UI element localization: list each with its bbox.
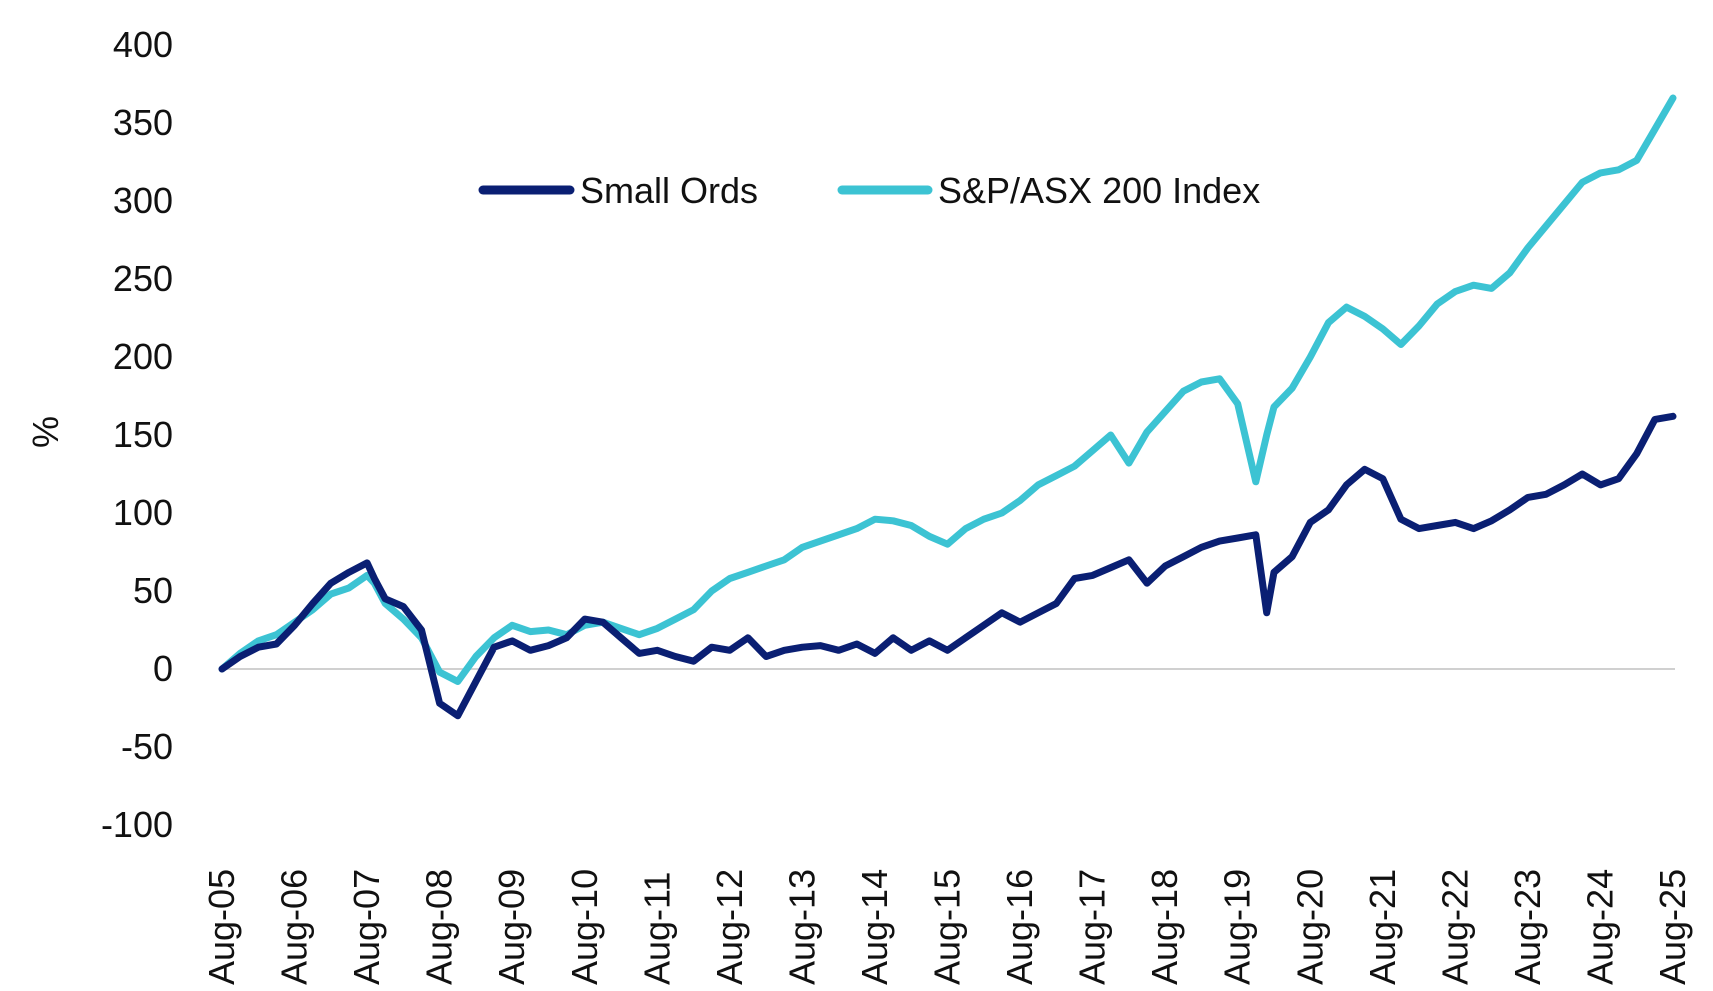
y-tick-label: 50 xyxy=(133,570,173,611)
x-tick-label: Aug-09 xyxy=(491,869,532,985)
x-tick-label: Aug-13 xyxy=(781,869,822,985)
y-tick-label: 300 xyxy=(113,180,173,221)
y-axis-label: % xyxy=(25,416,66,448)
x-tick-label: Aug-16 xyxy=(999,869,1040,985)
series-line-asx200 xyxy=(218,94,1677,685)
x-tick-label: Aug-14 xyxy=(854,869,895,985)
y-tick-label: -100 xyxy=(101,804,173,845)
y-tick-label: 150 xyxy=(113,414,173,455)
legend-label-asx200: S&P/ASX 200 Index xyxy=(938,170,1260,211)
x-tick-label: Aug-08 xyxy=(419,869,460,985)
x-tick-label: Aug-20 xyxy=(1289,869,1330,985)
series-line-small-ords xyxy=(218,412,1677,720)
x-tick-label: Aug-11 xyxy=(636,872,677,985)
y-axis: 400 350 300 250 200 150 100 50 0 -50 -100 xyxy=(101,24,173,845)
x-axis: Aug-05 Aug-06 Aug-07 Aug-08 Aug-09 Aug-10 Aug-… xyxy=(201,869,1693,985)
y-tick-label: -50 xyxy=(121,726,173,767)
x-tick-label: Aug-18 xyxy=(1144,869,1185,985)
x-tick-label: Aug-21 xyxy=(1362,869,1403,985)
x-tick-label: Aug-23 xyxy=(1507,869,1548,985)
x-tick-label: Aug-05 xyxy=(201,869,242,985)
x-tick-label: Aug-15 xyxy=(927,869,968,985)
y-tick-label: 0 xyxy=(153,648,173,689)
x-tick-label: Aug-12 xyxy=(709,869,750,985)
y-tick-label: 350 xyxy=(113,102,173,143)
x-tick-label: Aug-25 xyxy=(1652,869,1693,985)
y-tick-label: 100 xyxy=(113,492,173,533)
x-tick-label: Aug-22 xyxy=(1434,869,1475,985)
x-tick-label: Aug-17 xyxy=(1072,869,1113,985)
x-tick-label: Aug-06 xyxy=(274,869,315,985)
y-tick-label: 400 xyxy=(113,24,173,65)
legend: Small Ords S&P/ASX 200 Index xyxy=(478,170,1260,211)
y-tick-label: 200 xyxy=(113,336,173,377)
x-tick-label: Aug-19 xyxy=(1217,869,1258,985)
x-tick-label: Aug-24 xyxy=(1579,869,1620,985)
legend-label-small-ords: Small Ords xyxy=(580,170,758,211)
x-tick-label: Aug-07 xyxy=(346,869,387,985)
x-tick-label: Aug-10 xyxy=(564,869,605,985)
series-layer xyxy=(218,94,1677,720)
y-tick-label: 250 xyxy=(113,258,173,299)
